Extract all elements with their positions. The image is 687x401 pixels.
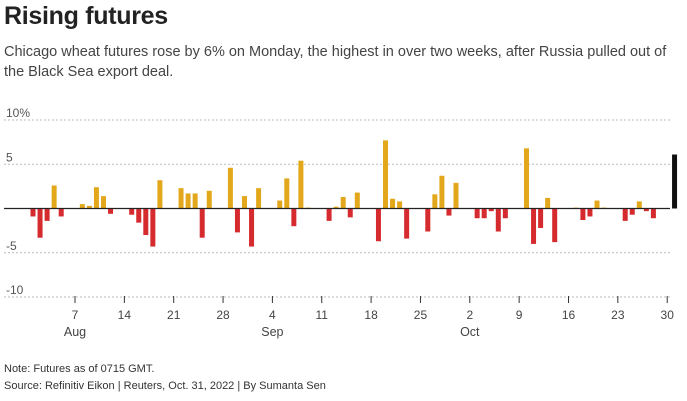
bar [432,194,438,209]
bar [587,208,593,217]
y-tick-label: 10% [6,106,30,120]
x-tick-label: 28 [216,308,230,322]
bar [643,208,649,212]
bar [234,208,240,233]
bar [157,180,163,209]
bar [284,178,290,209]
bar [143,208,149,236]
x-tick-label: 25 [414,308,428,322]
bar [101,196,106,209]
bar [242,196,247,209]
bar [298,160,304,209]
footnote: Note: Futures as of 0715 GMT. [4,363,155,375]
bar [446,208,452,216]
bar [129,208,135,215]
month-label: Oct [460,325,480,339]
bar [495,208,501,232]
x-axis: 7 14 21 28 4 11 18 25 2 9 16 23 30 Aug Sep Oct [64,296,674,339]
bar [30,208,36,217]
source-credit: Source: Refinitiv Eikon | Reuters, Oct. … [4,380,326,392]
bar [291,208,297,227]
bar [227,167,233,209]
bar [488,208,494,212]
bar [185,193,191,209]
month-label: Aug [64,325,86,339]
bar [37,208,43,238]
bar [383,140,388,209]
bar [51,185,57,209]
x-tick-label: 4 [269,308,276,322]
bar [481,208,487,219]
bar [538,208,544,228]
chart-subtitle: Chicago wheat futures rose by 6% on Mond… [4,44,667,80]
x-tick-label: 18 [364,308,378,322]
y-tick-label: 5 [6,150,13,164]
y-tick-label: -5 [6,239,17,253]
bar [93,187,99,209]
bar [79,204,85,209]
bar [108,208,114,214]
month-label: Sep [261,325,283,339]
bar [390,198,396,209]
y-tick-label: -10 [6,283,24,297]
bar [425,208,431,232]
x-tick-label: 16 [562,308,576,322]
bar [439,175,445,209]
bar [249,208,255,247]
bar [256,188,262,209]
bar [58,208,64,217]
x-tick-label: 23 [611,308,625,322]
x-tick-label: 7 [72,308,79,322]
bar [199,208,205,238]
bar [86,205,92,209]
bar-latest [672,154,678,209]
bar [354,192,360,209]
bar [622,208,628,221]
bar [545,197,551,209]
bar [326,208,332,221]
bar [524,148,529,209]
bar [333,206,339,209]
x-tick-label: 21 [167,308,181,322]
bar [178,188,184,209]
gridlines: 10% 5 -5 -10 [4,106,670,298]
chart-title: Rising futures [4,2,168,30]
bar [531,208,537,244]
bar [650,208,656,219]
bar [404,208,410,239]
bar [206,190,212,209]
bar [340,196,346,209]
bar [636,201,642,209]
bar [502,208,508,219]
bar [453,182,459,209]
bar [192,193,198,209]
bar [44,208,50,221]
x-tick-label: 30 [661,308,675,322]
bar [397,201,403,209]
bar [150,208,156,247]
x-tick-label: 2 [466,308,473,322]
bar [277,200,283,209]
bar [552,208,558,243]
x-tick-label: 11 [316,308,329,322]
bar [629,208,635,215]
bar [347,208,353,218]
x-tick-label: 9 [516,308,523,322]
x-tick-label: 14 [118,308,132,322]
bar [474,208,480,219]
bar [375,208,381,242]
bar [136,208,142,223]
bar [580,208,586,221]
bar-series [30,140,678,247]
bar [594,200,600,209]
